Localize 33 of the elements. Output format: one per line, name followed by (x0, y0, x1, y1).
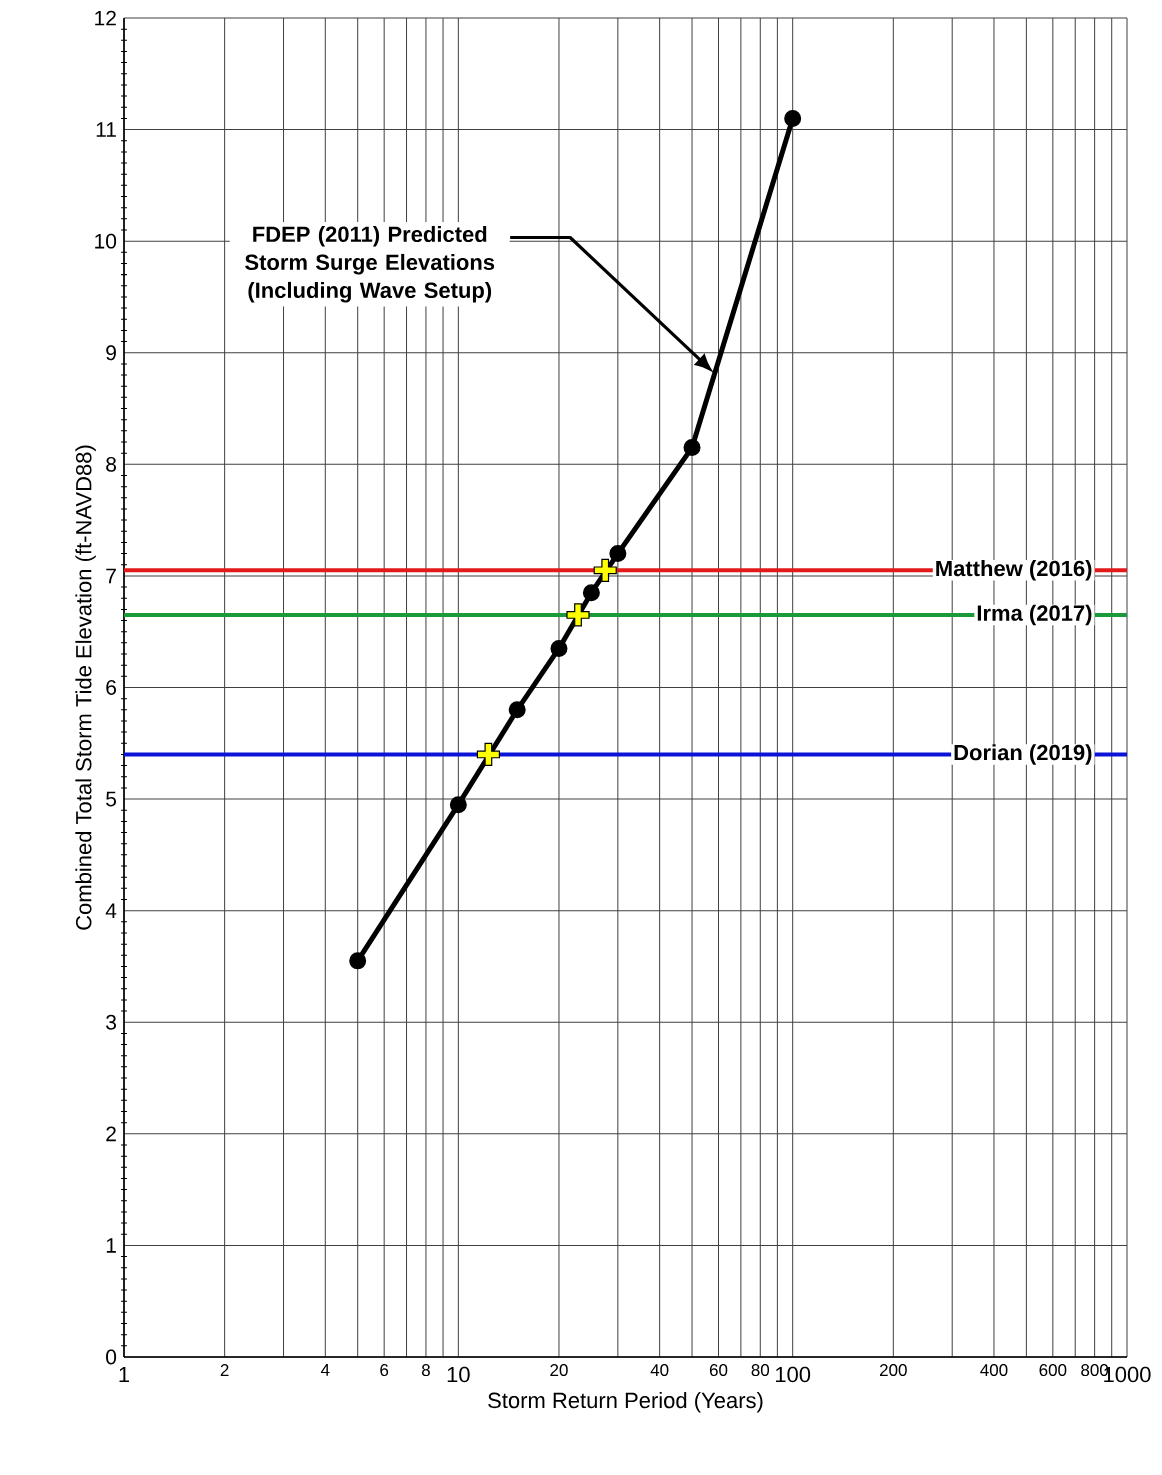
y-tick-label: 10 (95, 233, 117, 249)
x-tick-label: 60 (709, 1364, 728, 1377)
x-tick-label: 600 (1039, 1364, 1067, 1377)
x-tick-label: 4 (320, 1364, 330, 1376)
annotation: FDEP (2011) Predicted Storm Surge Elevations (Including Wave Setup) (245, 225, 495, 303)
x-tick-label: 100 (775, 1366, 811, 1383)
y-tick-label: 1 (106, 1238, 116, 1253)
y-tick-label: 0 (106, 1349, 117, 1365)
x-tick-label: 40 (650, 1364, 669, 1377)
x-tick-label: 2 (220, 1364, 229, 1376)
y-tick-label: 2 (106, 1126, 116, 1142)
y-tick-label: 11 (96, 122, 116, 137)
y-axis-title: Combined Total Storm Tide Elevation (ft-NAVD88) (75, 445, 96, 930)
y-tick-label: 4 (105, 903, 117, 918)
y-tick-label: 3 (106, 1014, 117, 1030)
x-tick-label: 8 (421, 1364, 430, 1377)
x-tick-label: 200 (879, 1364, 907, 1377)
y-tick-label: 8 (106, 456, 117, 472)
x-axis-title: Storm Return Period (Years) (488, 1392, 763, 1413)
y-tick-label: 12 (95, 10, 116, 26)
x-tick-label: 400 (980, 1364, 1008, 1377)
x-tick-label: 6 (380, 1364, 389, 1377)
x-tick-label: 20 (550, 1364, 568, 1377)
y-tick-label: 7 (106, 568, 116, 584)
y-tick-label: 6 (106, 680, 117, 695)
ref-line-label: Irma (2017) (977, 604, 1092, 626)
ref-line-label: Matthew (2016) (936, 560, 1092, 581)
x-tick-label: 80 (751, 1364, 770, 1377)
x-tick-label: 1 (119, 1366, 130, 1383)
x-tick-label: 10 (447, 1366, 470, 1383)
ref-line-label: Dorian (2019) (954, 744, 1092, 765)
y-tick-label: 9 (106, 345, 116, 361)
y-tick-label: 5 (106, 791, 117, 807)
